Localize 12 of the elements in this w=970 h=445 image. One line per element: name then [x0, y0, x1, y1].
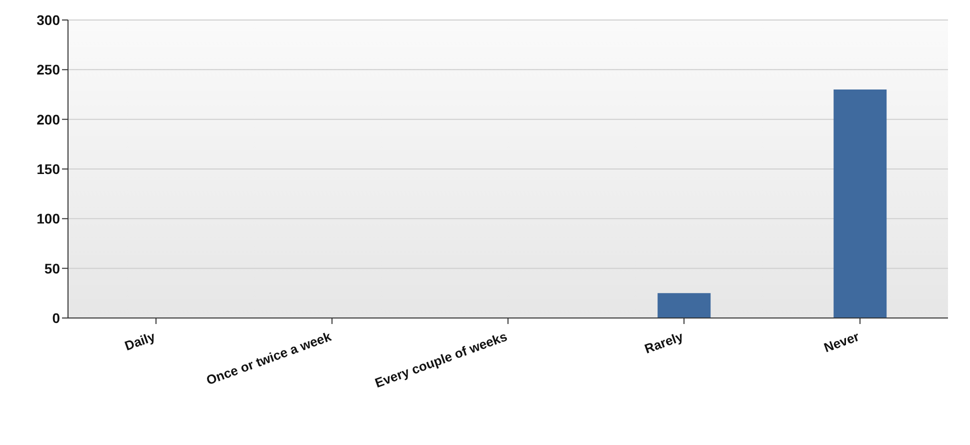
x-tick-label: Once or twice a week: [204, 328, 334, 388]
x-tick-label: Never: [822, 328, 862, 356]
y-tick-label: 250: [36, 62, 60, 78]
x-tick-label: Daily: [122, 328, 158, 354]
y-tick-label: 100: [36, 210, 60, 227]
x-tick-label: Rarely: [642, 328, 686, 356]
y-tick-label: 300: [36, 12, 60, 28]
y-tick-label: 200: [36, 111, 60, 128]
y-tick-label: 150: [36, 160, 60, 177]
y-tick-label: 0: [52, 310, 60, 326]
y-tick-label: 50: [44, 260, 60, 276]
x-tick-label: Every couple of weeks: [372, 328, 510, 391]
